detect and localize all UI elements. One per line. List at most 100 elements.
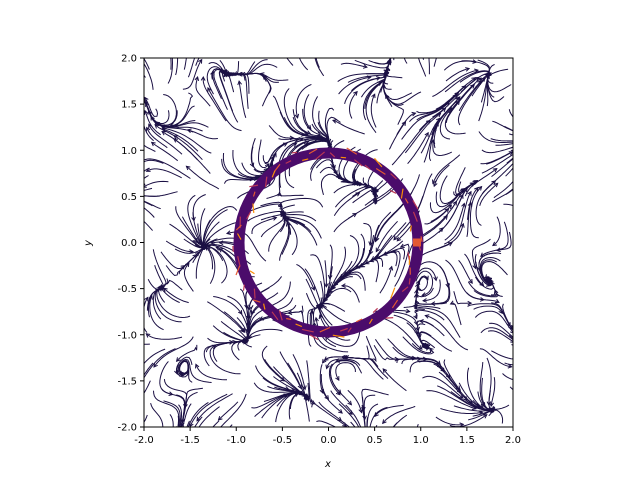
streamline — [348, 91, 358, 119]
streamline — [335, 362, 356, 381]
streamline — [159, 361, 173, 395]
streamline-arrow — [440, 367, 445, 373]
streamline-arrow — [205, 242, 211, 248]
streamline — [431, 96, 461, 136]
ring-streamline — [332, 334, 345, 338]
streamline-arrow — [322, 358, 327, 364]
streamline — [435, 77, 476, 110]
streamline-arrow — [147, 109, 152, 115]
streamline-arrow — [332, 119, 338, 124]
streamline — [173, 138, 211, 174]
streamline — [474, 253, 491, 287]
streamline — [192, 194, 206, 221]
streamline-arrow — [347, 400, 353, 406]
streamline-arrow — [399, 243, 405, 248]
streamline — [466, 202, 472, 237]
streamline — [392, 311, 418, 325]
streamline-arrow — [211, 344, 217, 350]
streamline — [432, 154, 461, 184]
streamline — [439, 107, 452, 140]
streamline — [324, 107, 335, 148]
streamline — [262, 139, 299, 164]
streamline — [314, 58, 325, 77]
streamline — [212, 71, 222, 100]
streamline-arrow — [207, 87, 212, 93]
ring-streamline — [263, 303, 266, 310]
streamline-arrow — [375, 247, 380, 253]
streamline — [338, 403, 360, 427]
streamline — [174, 122, 209, 128]
streamline — [492, 216, 501, 246]
streamline-arrow — [184, 370, 189, 376]
streamline-arrow — [487, 277, 492, 282]
streamline-arrow — [324, 283, 329, 288]
streamline — [370, 93, 377, 128]
streamline-arrow — [250, 310, 256, 316]
streamline-arrow — [467, 300, 473, 306]
streamline — [156, 288, 191, 319]
streamline — [435, 416, 464, 426]
streamline — [195, 58, 200, 66]
streamline — [467, 281, 499, 297]
streamline — [170, 92, 194, 127]
streamline — [207, 301, 245, 333]
streamline-arrow — [376, 76, 382, 81]
streamline-arrow — [461, 202, 466, 208]
x-tick-label: -1.0 — [226, 435, 246, 446]
streamline-arrow — [186, 128, 192, 134]
streamline — [187, 58, 196, 78]
ring-streamline — [374, 157, 383, 168]
streamline-arrow — [455, 100, 460, 105]
streamline-arrow — [492, 167, 498, 173]
streamline — [187, 129, 218, 140]
streamline — [279, 222, 290, 261]
ring-streamline — [347, 327, 352, 333]
streamline — [319, 364, 324, 394]
streamline-arrow — [194, 75, 200, 82]
streamline — [428, 122, 439, 162]
ring-streamline — [389, 189, 397, 194]
streamline — [146, 168, 182, 179]
streamline-arrow — [479, 281, 485, 287]
streamline — [144, 380, 151, 394]
streamline-arrow — [382, 368, 388, 374]
y-tick-label: -1.0 — [117, 330, 137, 341]
streamline-arrow — [480, 252, 485, 258]
x-tick-label: 2.0 — [505, 435, 521, 446]
streamline-arrow — [433, 276, 438, 282]
x-axis: -2.0 -1.5 -1.0 -0.5 0.0 0.5 1.0 1.5 2.0 — [134, 427, 521, 446]
streamline-arrow — [264, 163, 270, 168]
streamline — [439, 175, 465, 205]
streamline — [433, 164, 450, 187]
streamline — [429, 192, 461, 214]
streamline — [505, 167, 513, 177]
streamline — [481, 377, 493, 411]
y-tick-label: 0.5 — [121, 192, 137, 203]
streamline-arrow — [246, 315, 251, 321]
streamline-arrow — [455, 385, 461, 391]
streamline — [289, 392, 309, 410]
streamline — [369, 406, 388, 427]
streamline-arrow — [249, 162, 255, 168]
streamline — [268, 125, 294, 139]
streamline — [251, 217, 277, 234]
streamline-arrow — [185, 165, 191, 171]
streamline — [257, 139, 270, 169]
streamline-arrow — [342, 177, 348, 183]
streamline-arrow — [486, 401, 492, 407]
streamline-arrow — [237, 71, 242, 77]
streamline — [458, 259, 473, 284]
streamline — [438, 371, 468, 401]
streamline — [149, 295, 164, 331]
streamline-arrow — [373, 188, 379, 193]
ring-streamline — [400, 188, 404, 199]
streamline-arrow — [145, 333, 151, 338]
streamline — [167, 58, 174, 84]
x-axis-label: x — [324, 459, 331, 470]
streamline — [404, 113, 441, 154]
ring-streamline — [340, 156, 347, 159]
ring-streamline — [286, 317, 292, 321]
streamline — [162, 126, 212, 154]
streamline-arrow — [223, 70, 228, 76]
